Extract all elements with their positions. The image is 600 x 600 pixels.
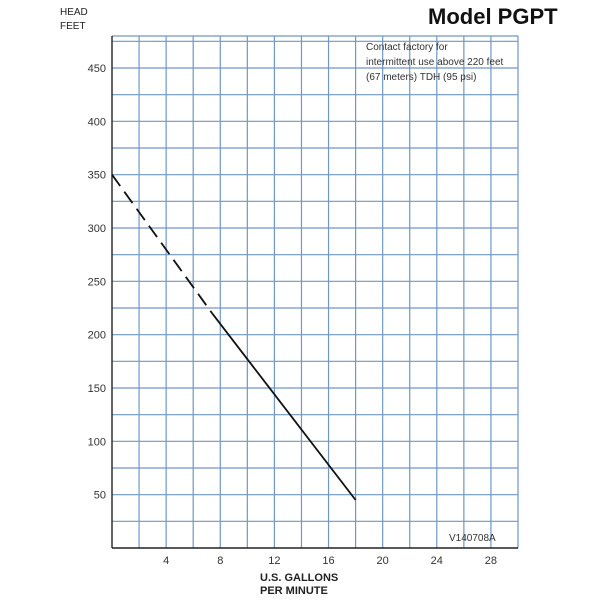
- y-tick-label: 50: [94, 490, 106, 502]
- x-tick-label: 20: [377, 555, 389, 567]
- y-tick-label: 300: [88, 223, 106, 235]
- x-axis-title-line2: PER MINUTE: [260, 585, 328, 597]
- y-tick-label: 150: [88, 383, 106, 395]
- y-tick-label: 100: [88, 436, 106, 448]
- y-tick-label: 200: [88, 330, 106, 342]
- x-tick-label: 8: [217, 555, 223, 567]
- x-axis-title: U.S. GALLONS PER MINUTE: [260, 572, 338, 598]
- chart-code-label: V140708A: [449, 533, 496, 544]
- annotation-line2: intermittent use above 220 feet: [366, 57, 504, 68]
- y-tick-label: 250: [88, 276, 106, 288]
- curve-solid-segment: [211, 312, 357, 501]
- x-tick-label: 24: [431, 555, 443, 567]
- y-axis-title-line2: FEET: [60, 21, 86, 32]
- y-tick-label: 400: [88, 116, 106, 128]
- annotation-line3: (67 meters) TDH (95 psi): [366, 72, 477, 83]
- x-tick-label: 28: [485, 555, 497, 567]
- curve-dashed-segment: [111, 174, 213, 314]
- x-tick-label: 16: [322, 555, 334, 567]
- y-tick-label: 450: [88, 63, 106, 75]
- model-title: Model PGPT: [428, 4, 558, 29]
- x-tick-label: 12: [268, 555, 280, 567]
- y-axis-title: HEAD FEET: [60, 6, 88, 34]
- annotation-line1: Contact factory for: [366, 42, 448, 53]
- y-tick-label: 350: [88, 170, 106, 182]
- x-tick-label: 4: [163, 555, 169, 567]
- y-axis-title-line1: HEAD: [60, 7, 88, 18]
- chart-annotation: Contact factory for intermittent use abo…: [366, 40, 536, 85]
- x-axis-title-line1: U.S. GALLONS: [260, 572, 339, 584]
